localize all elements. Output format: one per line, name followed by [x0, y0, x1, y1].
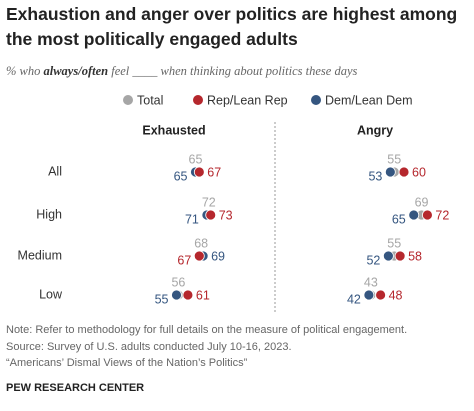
subtitle-part: feel ____ when thinking about politics t… [108, 64, 358, 78]
category-label: Low [39, 287, 63, 301]
value-label: 65 [392, 212, 406, 226]
source: Source: Survey of U.S. adults conducted … [6, 340, 292, 353]
note: Note: Refer to methodology for full deta… [6, 324, 408, 336]
legend-dot [311, 95, 321, 105]
chart: Total Rep/Lean Rep Dem/Lean Dem All High Medi… [18, 93, 449, 312]
value-label: 55 [387, 152, 401, 166]
value-label: 67 [207, 165, 221, 179]
dot [394, 250, 406, 262]
dot [171, 289, 182, 301]
category-label: All [48, 164, 62, 178]
dot [398, 166, 410, 178]
legend-label: Dem/Lean Dem [325, 93, 413, 107]
dot [205, 209, 217, 221]
value-label: 55 [155, 292, 169, 306]
dot [193, 250, 205, 262]
subtitle-emphasis: always/often [43, 64, 109, 78]
value-label: 58 [408, 249, 422, 263]
dot [363, 289, 375, 301]
value-label: 72 [202, 195, 216, 209]
org: PEW RESEARCH CENTER [6, 382, 145, 394]
value-label: 71 [185, 212, 199, 226]
legend-dot [123, 95, 133, 105]
dot [408, 209, 420, 221]
value-label: 48 [389, 288, 403, 302]
value-label: 73 [219, 208, 233, 222]
value-label: 72 [435, 208, 449, 222]
value-label: 65 [189, 152, 203, 166]
report: “Americans’ Dismal Views of the Nation’s… [6, 357, 248, 369]
value-label: 43 [364, 275, 378, 289]
dot [382, 250, 394, 262]
category-label: Medium [18, 248, 62, 262]
legend-label: Rep/Lean Rep [207, 93, 288, 107]
dot [193, 166, 205, 178]
dot [182, 289, 194, 301]
value-label: 69 [211, 249, 225, 263]
legend-label: Total [137, 93, 163, 107]
value-label: 55 [387, 236, 401, 250]
category-label: High [36, 207, 62, 221]
title: Exhaustion and anger over politics are h… [6, 4, 458, 49]
subtitle: % who always/often feel ____ when thinki… [6, 64, 357, 79]
value-label: 68 [194, 236, 208, 250]
subtitle-part: % who [6, 64, 44, 78]
value-label: 67 [177, 253, 191, 267]
value-label: 42 [347, 292, 361, 306]
footer: Note: Refer to methodology for full deta… [6, 322, 407, 372]
panel-title: Exhausted [142, 123, 205, 137]
value-label: 60 [412, 165, 426, 179]
dot [421, 209, 433, 221]
dot [384, 166, 396, 178]
value-label: 65 [174, 169, 188, 183]
value-label: 53 [368, 169, 382, 183]
dot [375, 289, 387, 301]
panel-title: Angry [357, 123, 393, 137]
value-label: 52 [366, 253, 380, 267]
value-label: 61 [196, 288, 210, 302]
value-label: 56 [171, 275, 185, 289]
legend-dot [193, 95, 203, 105]
value-label: 69 [415, 195, 429, 209]
